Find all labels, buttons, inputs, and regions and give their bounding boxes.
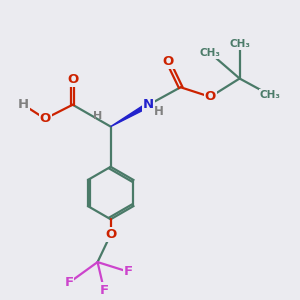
Text: CH₃: CH₃ xyxy=(260,90,281,100)
Text: O: O xyxy=(163,56,174,68)
Text: F: F xyxy=(100,284,109,297)
Text: O: O xyxy=(105,228,116,241)
Text: CH₃: CH₃ xyxy=(229,39,250,50)
Polygon shape xyxy=(111,103,150,127)
Text: H: H xyxy=(18,98,29,111)
Text: O: O xyxy=(67,73,78,86)
Text: H: H xyxy=(154,105,164,118)
Text: F: F xyxy=(124,265,133,278)
Text: H: H xyxy=(93,111,102,121)
Text: CH₃: CH₃ xyxy=(200,48,221,58)
Text: F: F xyxy=(64,276,74,289)
Text: O: O xyxy=(205,90,216,104)
Text: O: O xyxy=(40,112,51,125)
Text: N: N xyxy=(143,98,154,111)
